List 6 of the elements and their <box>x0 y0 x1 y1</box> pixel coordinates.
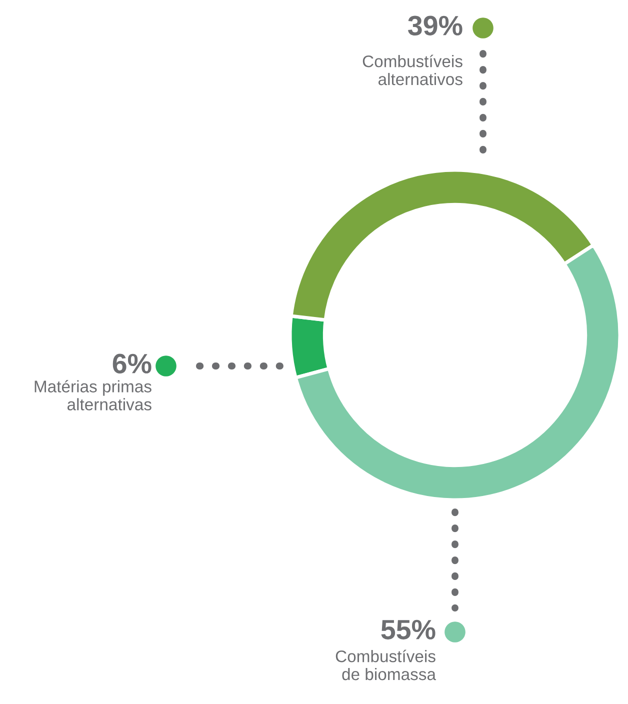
data-label: 39% <box>408 16 462 36</box>
data-label: 6% <box>112 354 152 374</box>
slice-label: Combustíveis de biomassa <box>336 650 436 680</box>
legend-label: Matérias primas alternativas <box>34 380 152 410</box>
slice-label: Combustíveis alternativos <box>362 54 462 86</box>
data-label: 55% <box>381 620 436 640</box>
